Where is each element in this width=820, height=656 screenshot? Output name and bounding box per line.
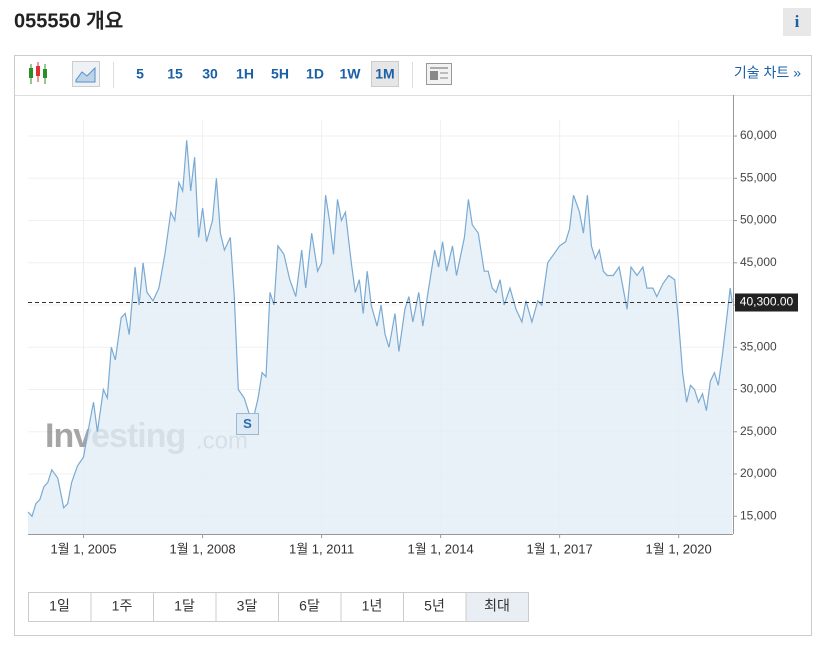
info-icon[interactable]: i bbox=[795, 12, 800, 31]
range-tab[interactable] bbox=[153, 592, 217, 622]
widget-frame bbox=[14, 55, 812, 636]
interval-button[interactable]: 1W bbox=[340, 66, 362, 82]
price-line bbox=[27, 140, 733, 518]
range-tab-label[interactable]: 6달 bbox=[299, 598, 320, 614]
event-marker-label[interactable]: S bbox=[243, 416, 252, 431]
y-tick-label: 55,000 bbox=[740, 170, 777, 184]
interval-button[interactable]: 1H bbox=[236, 66, 254, 82]
x-tick-label: 1월 1, 2005 bbox=[50, 541, 116, 556]
interval-button[interactable]: 1M bbox=[375, 66, 394, 82]
range-tab[interactable] bbox=[28, 592, 92, 622]
interval-button[interactable]: 5 bbox=[136, 66, 144, 82]
info-button[interactable] bbox=[783, 8, 811, 36]
range-tab-label[interactable]: 1주 bbox=[112, 598, 133, 614]
y-tick-label: 20,000 bbox=[740, 466, 777, 480]
interval-button[interactable]: 30 bbox=[202, 66, 218, 82]
interval-active[interactable] bbox=[371, 61, 399, 87]
range-tab-label[interactable]: 1달 bbox=[174, 598, 195, 614]
last-price-tag bbox=[735, 293, 798, 312]
page-title: 055550 개요 bbox=[14, 9, 123, 32]
y-tick-label: 30,000 bbox=[740, 382, 777, 396]
event-marker[interactable] bbox=[236, 413, 259, 435]
y-tick-label: 45,000 bbox=[740, 255, 777, 269]
range-tab-label[interactable]: 1년 bbox=[362, 598, 383, 614]
x-tick-label: 1월 1, 2008 bbox=[169, 541, 235, 556]
area-fill bbox=[28, 140, 733, 535]
range-tab[interactable] bbox=[340, 592, 404, 622]
candle-icon[interactable] bbox=[29, 62, 47, 84]
range-tab[interactable] bbox=[90, 592, 154, 622]
y-tick-label: 15,000 bbox=[740, 508, 777, 522]
news-icon-block bbox=[430, 71, 438, 80]
range-tab-active[interactable] bbox=[465, 592, 529, 622]
interval-button[interactable]: 15 bbox=[167, 66, 183, 82]
x-tick-label: 1월 1, 2014 bbox=[408, 541, 474, 556]
y-tick-label: 60,000 bbox=[740, 128, 777, 142]
y-tick-label: 35,000 bbox=[740, 339, 777, 353]
range-tab-label[interactable]: 5년 bbox=[424, 598, 445, 614]
range-tab-label[interactable]: 최대 bbox=[484, 598, 510, 614]
x-tick-label: 1월 1, 2020 bbox=[646, 541, 712, 556]
range-tab-label[interactable]: 3달 bbox=[237, 598, 258, 614]
range-tab[interactable] bbox=[403, 592, 467, 622]
y-tick-label: 50,000 bbox=[740, 213, 777, 227]
technical-chart-link[interactable]: 기술 차트 » bbox=[734, 65, 801, 81]
last-price-label: 40,300.00 bbox=[740, 295, 794, 309]
range-tab-label[interactable]: 1일 bbox=[49, 598, 70, 614]
range-tab[interactable] bbox=[215, 592, 279, 622]
chart: 15,00020,00025,00030,00035,00040,00045,0… bbox=[27, 95, 798, 556]
area-icon bbox=[75, 66, 96, 83]
x-tick-label: 1월 1, 2017 bbox=[527, 541, 593, 556]
y-tick-label: 25,000 bbox=[740, 424, 777, 438]
interval-button[interactable]: 1D bbox=[306, 66, 324, 82]
interval-button[interactable]: 5H bbox=[271, 66, 289, 82]
x-tick-label: 1월 1, 2011 bbox=[289, 541, 354, 556]
